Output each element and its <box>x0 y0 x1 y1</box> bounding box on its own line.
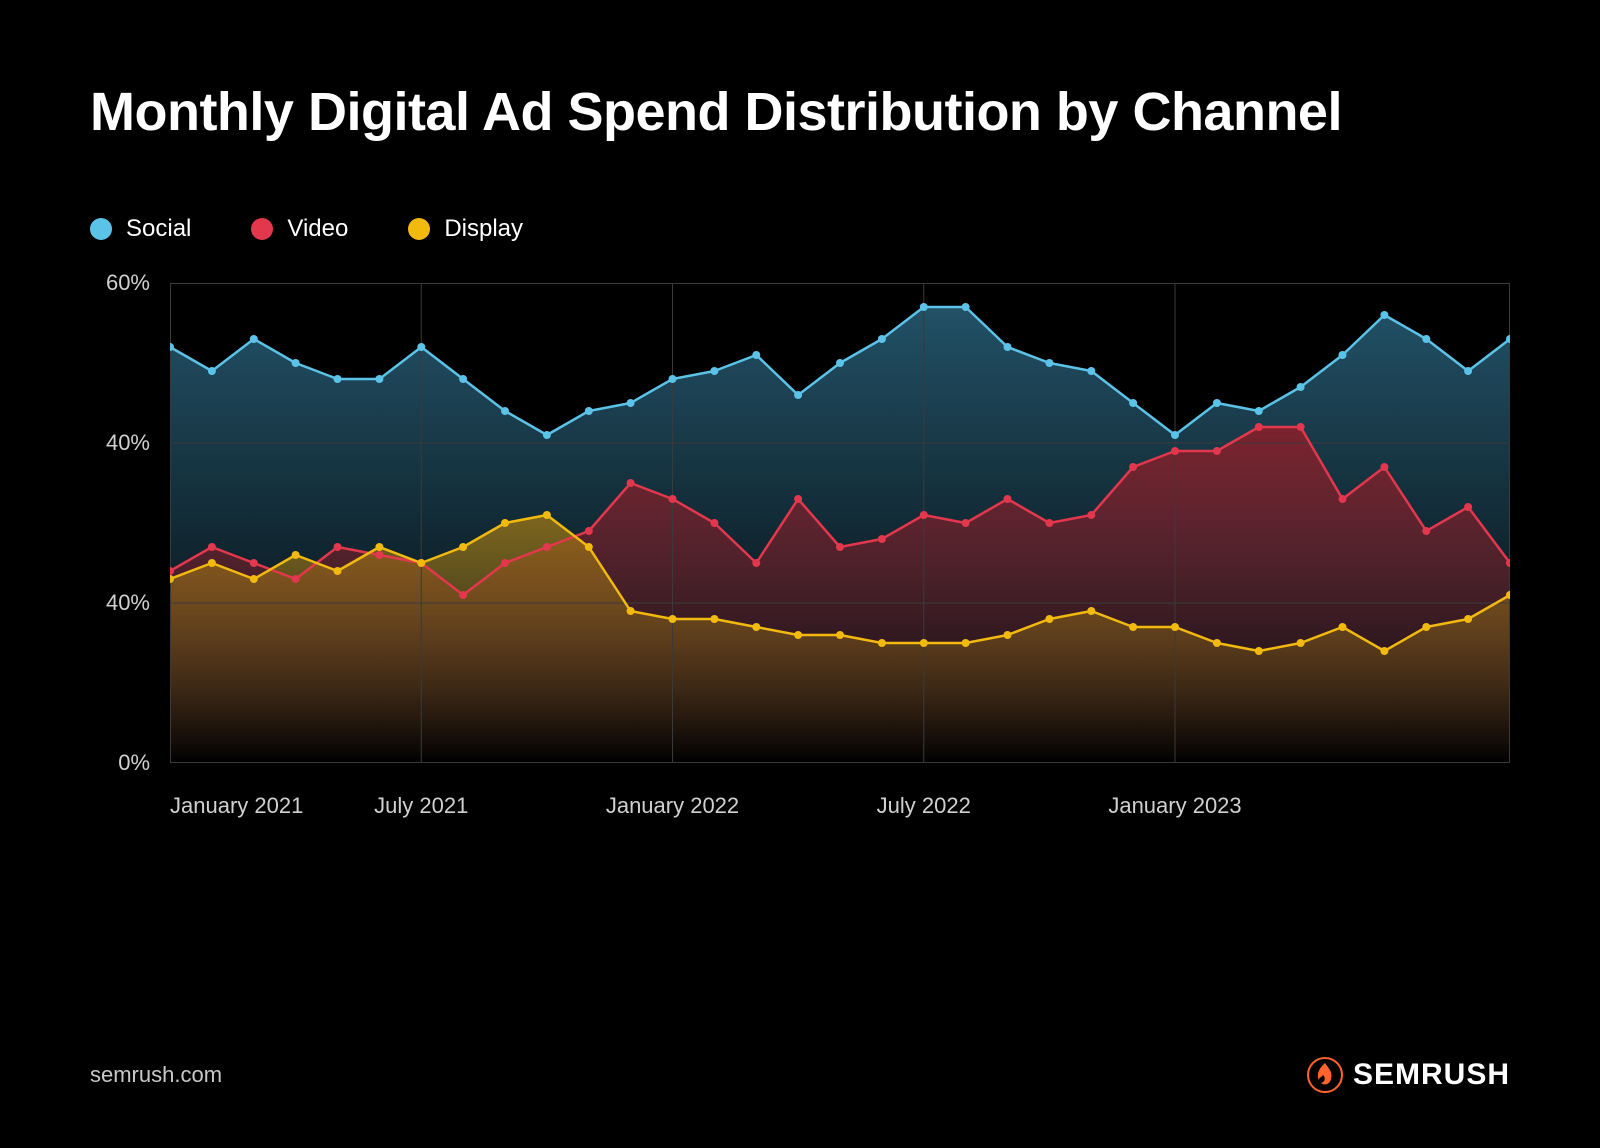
footer: semrush.com SEMRUSH <box>90 1057 1510 1093</box>
brand-logo: SEMRUSH <box>1307 1057 1510 1093</box>
x-tick-label: January 2023 <box>1108 793 1241 819</box>
legend-dot-display <box>408 218 430 240</box>
y-tick-label: 40% <box>106 590 150 616</box>
chart-area: 0%40%40%60% January 2021July 2021January… <box>90 283 1510 843</box>
legend-item-video: Video <box>251 215 348 243</box>
y-tick-label: 0% <box>118 750 150 776</box>
x-tick-label: January 2021 <box>170 793 303 819</box>
y-tick-label: 40% <box>106 430 150 456</box>
legend-item-social: Social <box>90 215 191 243</box>
chart-title: Monthly Digital Ad Spend Distribution by… <box>90 80 1510 145</box>
x-tick-label: July 2021 <box>374 793 468 819</box>
legend-dot-social <box>90 218 112 240</box>
plot-region <box>170 283 1510 763</box>
flame-icon <box>1307 1057 1343 1093</box>
legend-item-display: Display <box>408 215 523 243</box>
legend-dot-video <box>251 218 273 240</box>
x-tick-label: January 2022 <box>606 793 739 819</box>
site-label: semrush.com <box>90 1062 222 1088</box>
y-axis-labels: 0%40%40%60% <box>90 283 160 763</box>
x-tick-label: July 2022 <box>877 793 971 819</box>
y-tick-label: 60% <box>106 270 150 296</box>
chart-svg <box>170 283 1510 763</box>
legend: Social Video Display <box>90 215 1510 243</box>
legend-label-social: Social <box>126 215 191 243</box>
brand-text: SEMRUSH <box>1353 1058 1510 1092</box>
legend-label-video: Video <box>287 215 348 243</box>
legend-label-display: Display <box>444 215 523 243</box>
